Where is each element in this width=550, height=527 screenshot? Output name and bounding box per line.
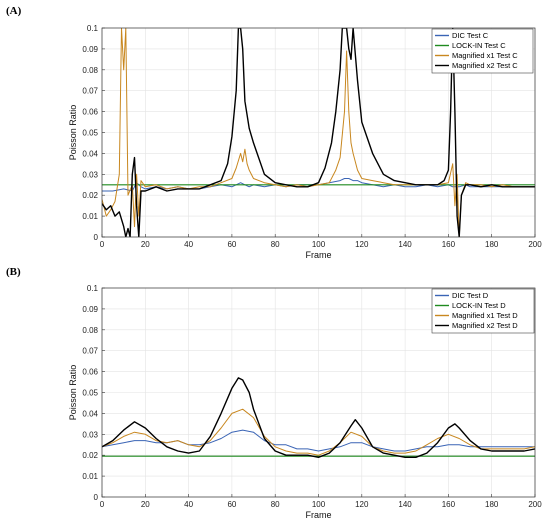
x-tick-label: 200 (528, 240, 542, 249)
x-tick-label: 80 (271, 240, 280, 249)
y-tick-label: 0.02 (82, 451, 98, 460)
series-group (102, 377, 535, 458)
legend-entry: Magnified x1 Test D (452, 311, 518, 320)
x-tick-label: 60 (227, 500, 236, 509)
legend-entry: Magnified x2 Test D (452, 321, 518, 330)
chart-panel-b: 0 20 40 60 80 100 120 140 160 180 200 0 0.01 0.02 0.03… (68, 284, 542, 520)
x-tick-label: 180 (485, 240, 499, 249)
y-tick-label: 0.02 (82, 191, 98, 200)
x-tick-label: 160 (442, 240, 456, 249)
y-tick-label: 0.03 (82, 430, 98, 439)
x-tick-label: 180 (485, 500, 499, 509)
legend-entry: DIC Test D (452, 291, 489, 300)
y-axis-title: Poisson Ratio (68, 365, 78, 421)
x-tick-label: 100 (312, 500, 326, 509)
y-tick-label: 0.1 (87, 24, 99, 33)
panel-label-a: (A) (6, 5, 22, 17)
y-tick-label: 0.01 (82, 212, 98, 221)
x-tick-label: 80 (271, 500, 280, 509)
x-tick-label: 120 (355, 240, 369, 249)
x-axis-title: Frame (305, 510, 331, 520)
y-axis-title: Poisson Ratio (68, 105, 78, 161)
x-tick-label: 20 (141, 500, 150, 509)
y-tick-label: 0.06 (82, 368, 98, 377)
panel-label-b: (B) (6, 266, 21, 278)
y-tick-label: 0.04 (82, 149, 98, 158)
y-tick-label: 0.04 (82, 409, 98, 418)
chart-panel-a: 0 20 40 60 80 100 120 140 160 180 200 0 0.01 0.02 0.03… (68, 24, 542, 260)
y-tick-label: 0.08 (82, 326, 98, 335)
legend-entry: LOCK-IN Test C (452, 41, 506, 50)
y-tick-label: 0.01 (82, 472, 98, 481)
legend-entry: LOCK-IN Test D (452, 301, 506, 310)
series-line-mag1 (102, 408, 535, 456)
x-tick-label: 60 (227, 240, 236, 249)
y-tick-label: 0.09 (82, 305, 98, 314)
x-axis-title: Frame (305, 250, 331, 260)
legend-entry: Magnified x2 Test C (452, 61, 518, 70)
y-tick-label: 0.07 (82, 87, 98, 96)
series-line-mag2 (102, 377, 535, 458)
y-tick-label: 0.05 (82, 389, 98, 398)
legend-entry: Magnified x1 Test C (452, 51, 518, 60)
x-tick-label: 140 (398, 240, 412, 249)
y-tick-label: 0.06 (82, 108, 98, 117)
x-tick-label: 120 (355, 500, 369, 509)
y-tick-label: 0.03 (82, 170, 98, 179)
x-tick-label: 20 (141, 240, 150, 249)
y-tick-label: 0.05 (82, 129, 98, 138)
x-tick-label: 40 (184, 240, 193, 249)
x-tick-label: 140 (398, 500, 412, 509)
y-tick-label: 0 (94, 233, 99, 242)
x-tick-label: 0 (100, 500, 105, 509)
series-line-mag1 (102, 28, 535, 237)
x-tick-label: 40 (184, 500, 193, 509)
x-tick-label: 160 (442, 500, 456, 509)
y-tick-label: 0.09 (82, 45, 98, 54)
x-tick-label: 100 (312, 240, 326, 249)
y-tick-label: 0 (94, 493, 99, 502)
y-tick-label: 0.08 (82, 66, 98, 75)
x-tick-label: 200 (528, 500, 542, 509)
legend-entry: DIC Test C (452, 31, 489, 40)
y-tick-label: 0.07 (82, 347, 98, 356)
x-tick-label: 0 (100, 240, 105, 249)
y-tick-label: 0.1 (87, 284, 99, 293)
